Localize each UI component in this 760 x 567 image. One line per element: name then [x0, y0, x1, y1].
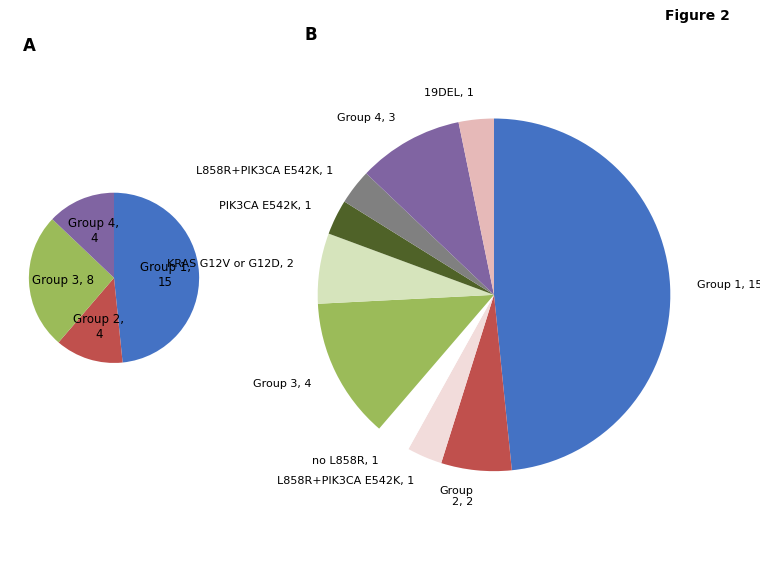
Text: 19DEL, 1: 19DEL, 1 [423, 88, 473, 98]
Text: L858R+PIK3CA E542K, 1: L858R+PIK3CA E542K, 1 [277, 476, 414, 486]
Text: Group 3, 8: Group 3, 8 [32, 274, 94, 287]
Text: Group 3, 4: Group 3, 4 [253, 379, 312, 389]
Wedge shape [328, 202, 494, 295]
Text: Group 4, 3: Group 4, 3 [337, 113, 396, 122]
Text: B: B [304, 26, 317, 44]
Text: Group 1,
15: Group 1, 15 [140, 261, 191, 289]
Text: Group 4,
4: Group 4, 4 [68, 217, 119, 245]
Text: PIK3CA E542K, 1: PIK3CA E542K, 1 [220, 201, 312, 210]
Wedge shape [408, 295, 494, 463]
Text: Group 1, 15: Group 1, 15 [696, 280, 760, 290]
Text: no L858R, 1: no L858R, 1 [312, 456, 378, 466]
Wedge shape [344, 174, 494, 295]
Text: Group
2, 2: Group 2, 2 [439, 486, 473, 507]
Text: A: A [23, 37, 36, 55]
Wedge shape [59, 278, 122, 363]
Wedge shape [458, 119, 494, 295]
Text: Figure 2: Figure 2 [665, 9, 730, 23]
Wedge shape [29, 219, 114, 342]
Wedge shape [318, 234, 494, 304]
Text: Group 2,
4: Group 2, 4 [73, 312, 124, 341]
Wedge shape [442, 295, 511, 471]
Wedge shape [494, 119, 670, 470]
Wedge shape [366, 122, 494, 295]
Text: L858R+PIK3CA E542K, 1: L858R+PIK3CA E542K, 1 [196, 166, 334, 176]
Wedge shape [318, 295, 494, 429]
Wedge shape [379, 295, 494, 449]
Wedge shape [52, 193, 114, 278]
Text: KRAS G12V or G12D, 2: KRAS G12V or G12D, 2 [166, 259, 293, 269]
Wedge shape [114, 193, 199, 362]
